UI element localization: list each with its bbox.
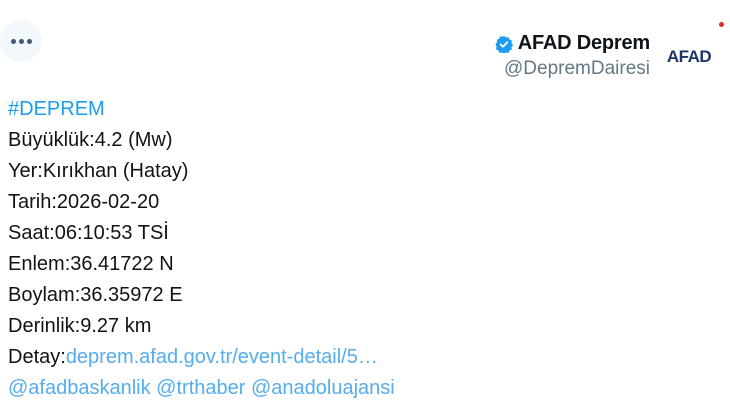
mention-link-trthaber[interactable]: @trthaber bbox=[156, 377, 246, 399]
avatar[interactable]: AFAD bbox=[660, 22, 724, 86]
tweet-body: #DEPREM Büyüklük:4.2 (Mw) Yer:Kırıkhan (… bbox=[8, 94, 395, 404]
detail-label: Detay: bbox=[8, 346, 66, 368]
detail-line-magnitude: Büyüklük:4.2 (Mw) bbox=[8, 129, 173, 151]
author-block: AFAD Deprem @DepremDairesi bbox=[495, 32, 650, 80]
event-detail-link[interactable]: deprem.afad.gov.tr/event-detail/5… bbox=[65, 346, 378, 368]
author-handle[interactable]: @DepremDairesi bbox=[504, 58, 650, 79]
detail-line-time: Saat:06:10:53 TSİ bbox=[8, 222, 169, 244]
afad-logo-dot-icon bbox=[719, 22, 724, 27]
tweet-header: AFAD Deprem @DepremDairesi AFAD bbox=[495, 22, 724, 86]
three-dots-icon bbox=[18, 38, 24, 44]
mentions-line: @afadbaskanlik @trthaber @anadoluajansi bbox=[8, 373, 395, 404]
detail-line-date: Tarih:2026-02-20 bbox=[8, 191, 160, 213]
mention-link-anadoluajansi[interactable]: @anadoluajansi bbox=[250, 377, 395, 399]
author-display-name[interactable]: AFAD Deprem bbox=[517, 32, 650, 54]
author-name-row: AFAD Deprem bbox=[495, 32, 650, 55]
hashtag-line: #DEPREM bbox=[8, 94, 395, 125]
three-dots-icon bbox=[26, 38, 32, 44]
detail-link-line: Detay:deprem.afad.gov.tr/event-detail/5… bbox=[8, 342, 395, 373]
more-options-button[interactable] bbox=[0, 20, 42, 62]
hashtag-link[interactable]: #DEPREM bbox=[8, 98, 105, 120]
mention-link-afadbaskanlik[interactable]: @afadbaskanlik bbox=[8, 377, 151, 399]
detail-line-latitude: Enlem:36.41722 N bbox=[8, 253, 174, 275]
detail-line-location: Yer:Kırıkhan (Hatay) bbox=[8, 160, 189, 182]
detail-line-longitude: Boylam:36.35972 E bbox=[8, 284, 183, 306]
three-dots-icon bbox=[10, 38, 16, 44]
detail-line-depth: Derinlik:9.27 km bbox=[8, 315, 152, 337]
verified-badge-icon bbox=[495, 35, 513, 53]
afad-logo: AFAD bbox=[666, 46, 712, 66]
